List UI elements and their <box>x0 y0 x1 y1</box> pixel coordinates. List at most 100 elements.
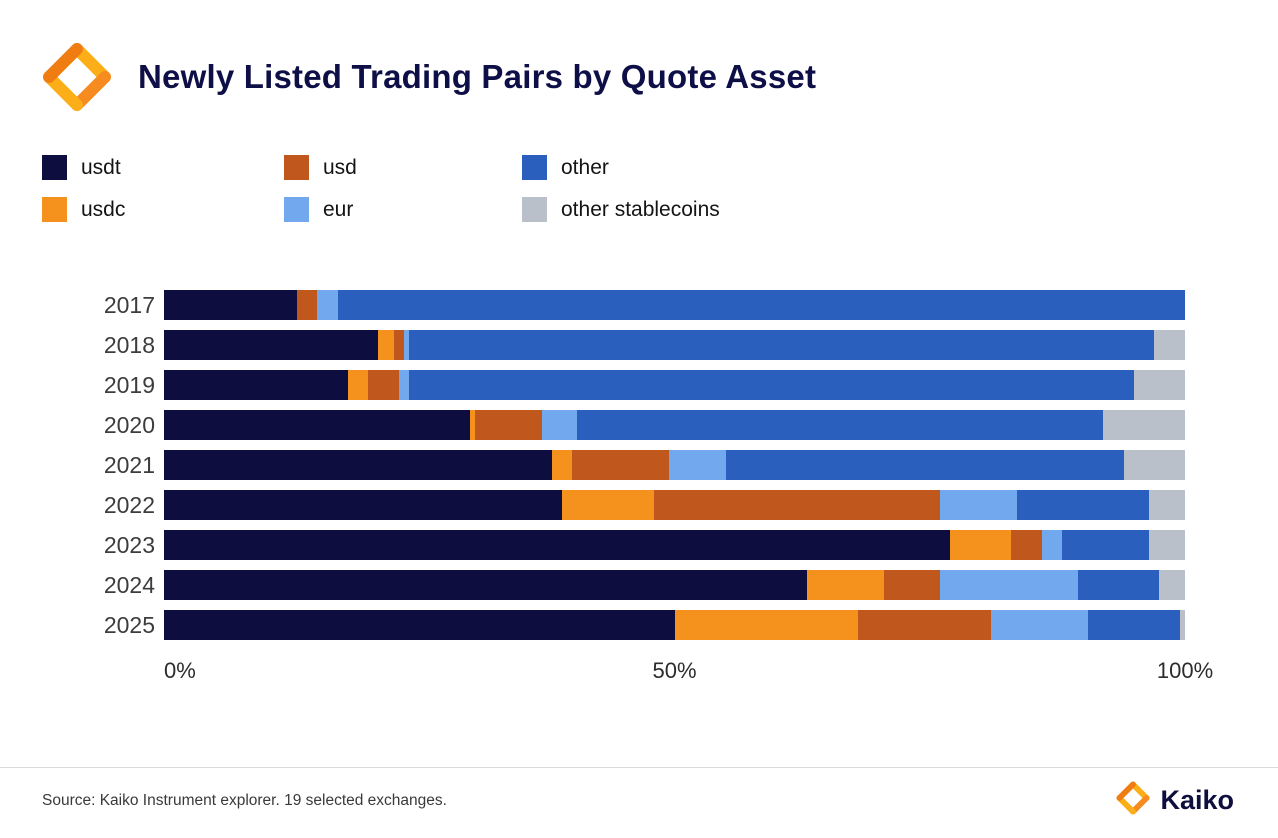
x-tick-label: 0% <box>164 658 196 683</box>
year-label: 2022 <box>103 491 155 518</box>
bar-segment-eur <box>669 450 726 480</box>
bar-segment-usdc <box>807 570 884 600</box>
bar-segment-usd <box>368 370 399 400</box>
year-label: 2023 <box>103 531 155 558</box>
bar-segment-usd <box>1011 530 1043 560</box>
bar-segment-eur <box>541 410 578 440</box>
bar-segment-usdc <box>470 410 476 440</box>
legend-label: usdc <box>81 197 126 221</box>
legend-swatch <box>42 197 67 222</box>
legend-label: other <box>561 155 609 179</box>
year-label: 2019 <box>103 371 155 398</box>
bar-segment-usdt <box>164 290 297 320</box>
bar-segment-usdt <box>164 330 379 360</box>
stacked-bar <box>164 370 1185 400</box>
stacked-bar <box>164 530 1185 560</box>
legend-label: usd <box>323 155 357 179</box>
bar-segment-eur <box>990 610 1088 640</box>
bar-segment-usdt <box>164 450 552 480</box>
stacked-bar <box>164 330 1185 360</box>
bar-segment-other <box>1087 610 1180 640</box>
bar-segment-usdt <box>164 570 808 600</box>
bar-segment-usd <box>475 410 542 440</box>
stacked-bar <box>164 570 1185 600</box>
bar-segment-usdc <box>950 530 1012 560</box>
year-label: 2024 <box>103 571 155 598</box>
stacked-bar <box>164 450 1185 480</box>
stacked-bar <box>164 490 1185 520</box>
bar-segment-usd <box>858 610 991 640</box>
stacked-bar <box>164 410 1185 440</box>
bar-segment-eur <box>317 290 338 320</box>
chart-row: 2018 <box>40 330 1185 360</box>
legend-label: usdt <box>81 155 121 179</box>
legend-label: eur <box>323 197 354 221</box>
year-label: 2021 <box>103 451 155 478</box>
legend-swatch <box>42 155 67 180</box>
legend-item-usd: usd <box>284 155 522 180</box>
year-label: 2018 <box>103 331 155 358</box>
chart-row: 2025 <box>40 610 1185 640</box>
kaiko-brand: Kaiko <box>1116 781 1234 820</box>
legend-swatch <box>284 197 309 222</box>
header: Newly Listed Trading Pairs by Quote Asse… <box>0 0 1278 112</box>
chart: 2017 2018 2019 2020 2021 2022 2023 2024 2025 <box>40 290 1185 640</box>
bar-segment-other-stablecoins <box>1154 330 1185 360</box>
bar-segment-other-stablecoins <box>1159 570 1185 600</box>
year-label: 2017 <box>103 291 155 318</box>
bar-segment-eur <box>939 490 1017 520</box>
year-label: 2025 <box>103 611 155 638</box>
chart-row: 2024 <box>40 570 1185 600</box>
bar-segment-other-stablecoins <box>1179 610 1185 640</box>
legend-item-usdt: usdt <box>42 155 284 180</box>
bar-segment-usdt <box>164 530 951 560</box>
bar-segment-usdc <box>674 610 859 640</box>
bar-segment-usdc <box>347 370 369 400</box>
page-title: Newly Listed Trading Pairs by Quote Asse… <box>138 58 817 95</box>
bar-segment-eur <box>1042 530 1063 560</box>
bar-segment-other <box>409 370 1134 400</box>
bar-segment-usd <box>296 290 318 320</box>
kaiko-brand-icon <box>1116 781 1150 820</box>
bar-segment-other-stablecoins <box>1149 530 1185 560</box>
chart-row: 2022 <box>40 490 1185 520</box>
chart-row: 2017 <box>40 290 1185 320</box>
bar-segment-other-stablecoins <box>1123 450 1185 480</box>
legend-item-usdc: usdc <box>42 197 284 222</box>
bar-segment-usdt <box>164 410 471 440</box>
bar-segment-usdt <box>164 370 348 400</box>
bar-segment-usd <box>393 330 404 360</box>
bar-segment-usd <box>883 570 940 600</box>
legend-swatch <box>284 155 309 180</box>
bar-segment-other-stablecoins <box>1103 410 1185 440</box>
bar-segment-usdc <box>551 450 573 480</box>
kaiko-logo-icon <box>42 42 112 112</box>
bar-segment-other <box>1016 490 1150 520</box>
chart-row: 2023 <box>40 530 1185 560</box>
x-axis: 0% 50% 100% <box>164 654 1213 690</box>
footer: Source: Kaiko Instrument explorer. 19 se… <box>0 767 1278 838</box>
bar-segment-other-stablecoins <box>1133 370 1185 400</box>
x-tick-label: 50% <box>652 658 697 683</box>
bar-segment-other <box>1077 570 1160 600</box>
bar-segment-usd <box>572 450 670 480</box>
legend-label: other stablecoins <box>561 197 720 221</box>
bar-segment-other <box>409 330 1155 360</box>
bar-segment-other <box>725 450 1124 480</box>
bar-segment-other <box>337 290 1185 320</box>
chart-row: 2021 <box>40 450 1185 480</box>
bar-segment-eur <box>939 570 1078 600</box>
bar-segment-usdt <box>164 610 675 640</box>
source-note: Source: Kaiko Instrument explorer. 19 se… <box>42 791 447 809</box>
year-label: 2020 <box>103 411 155 438</box>
legend-swatch <box>522 197 547 222</box>
legend-item-other: other <box>522 155 720 180</box>
chart-rows: 2017 2018 2019 2020 2021 2022 2023 2024 2025 <box>40 290 1185 640</box>
bar-segment-usd <box>654 490 940 520</box>
chart-row: 2020 <box>40 410 1185 440</box>
bar-segment-usdc <box>562 490 655 520</box>
legend-item-eur: eur <box>284 197 522 222</box>
bar-segment-eur <box>403 330 410 360</box>
bar-segment-usdc <box>378 330 394 360</box>
stacked-bar <box>164 610 1185 640</box>
